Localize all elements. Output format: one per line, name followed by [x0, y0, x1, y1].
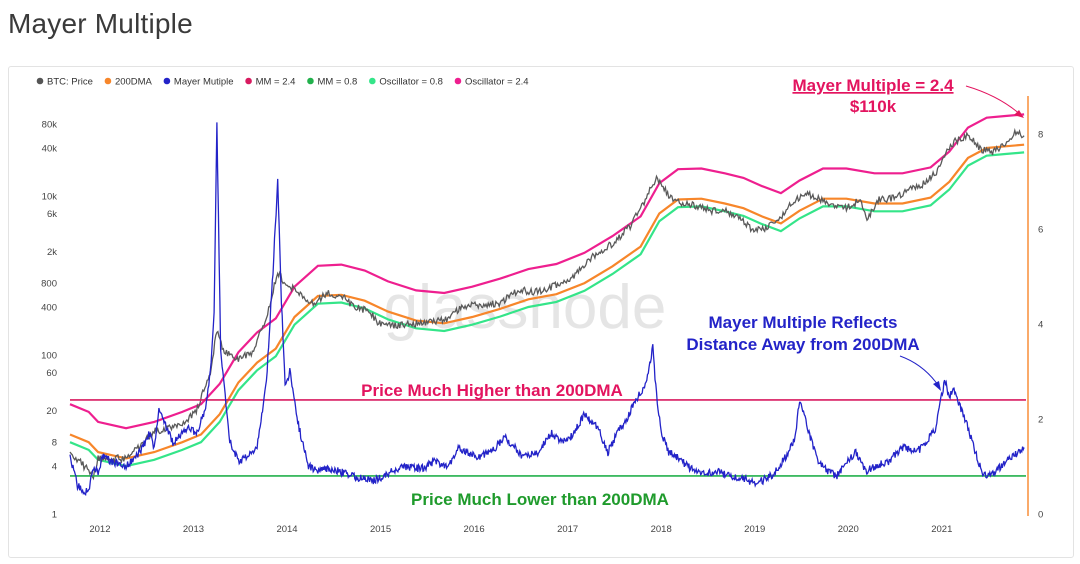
- y-left-tick-label: 4: [52, 462, 57, 473]
- x-tick-label: 2014: [276, 524, 297, 535]
- annotation-mm24-price: $110k: [850, 97, 897, 116]
- x-tick-label: 2019: [744, 524, 765, 535]
- dma200-line: [69, 143, 1025, 460]
- mayer-multiple-line: [69, 122, 1025, 496]
- y-left-tick-label: 2k: [47, 247, 57, 258]
- y-left-tick-label: 8: [52, 438, 57, 449]
- annotation-mm24-title: Mayer Multiple = 2.4: [792, 76, 954, 95]
- x-tick-label: 2013: [183, 524, 204, 535]
- btc-price-line: [69, 127, 1025, 481]
- legend-label-btc-price: BTC: Price: [47, 76, 93, 87]
- y-left-tick-label: 1: [52, 510, 57, 521]
- y-left-tick-label: 6k: [47, 209, 57, 220]
- annotation-price-higher: Price Much Higher than 200DMA: [361, 381, 623, 400]
- y-left-tick-label: 800: [41, 279, 57, 290]
- annotation-reflects-arrowhead: [933, 381, 941, 391]
- y-left-tick-label: 10k: [42, 191, 58, 202]
- annotation-mm24-arrow: [965, 85, 1023, 117]
- legend-label-mayer-mutiple: Mayer Mutiple: [174, 76, 234, 87]
- annotation-reflects-line2: Distance Away from 200DMA: [686, 335, 919, 354]
- legend-label-oscillator-0-8: Oscillator = 0.8: [379, 76, 443, 87]
- annotation-reflects-arrow: [899, 355, 941, 389]
- y-right-tick-label: 0: [1038, 510, 1043, 521]
- x-tick-label: 2018: [651, 524, 672, 535]
- x-tick-label: 2012: [89, 524, 110, 535]
- annotation-price-lower: Price Much Lower than 200DMA: [411, 490, 669, 509]
- legend-label-200dma: 200DMA: [115, 76, 153, 87]
- x-tick-label: 2020: [838, 524, 859, 535]
- legend-swatch-btc-price: [36, 77, 44, 85]
- y-left-tick-label: 60: [46, 368, 57, 379]
- y-right-tick-label: 8: [1038, 129, 1043, 140]
- legend-swatch-mm-0-8: [307, 77, 314, 85]
- y-left-tick-label: 80k: [42, 120, 58, 131]
- x-tick-label: 2017: [557, 524, 578, 535]
- legend-swatch-oscillator-0-8: [369, 77, 376, 85]
- legend-swatch-200dma: [104, 77, 112, 85]
- legend-swatch-mayer-mutiple: [163, 77, 171, 85]
- legend-swatch-mm-2-4: [245, 77, 252, 85]
- y-right-tick-label: 6: [1038, 224, 1043, 235]
- legend-swatch-oscillator-2-4: [454, 77, 462, 85]
- legend-label-mm-2-4: MM = 2.4: [256, 76, 296, 87]
- y-left-tick-label: 100: [41, 350, 57, 361]
- legend-label-mm-0-8: MM = 0.8: [317, 76, 357, 87]
- y-right-tick-label: 2: [1038, 414, 1043, 425]
- y-left-tick-label: 20: [46, 406, 57, 417]
- annotation-reflects-line1: Mayer Multiple Reflects: [709, 313, 898, 332]
- chart-legend: BTC: Price 200DMA Mayer Mutiple MM = 2.4 MM …: [36, 76, 529, 87]
- annotation-mm24-arrowhead: [1014, 110, 1024, 118]
- oscillator-2-4-line: [69, 113, 1025, 430]
- page-title: Mayer Multiple: [8, 8, 193, 39]
- oscillator-0-8-line: [69, 151, 1025, 468]
- x-tick-label: 2016: [464, 524, 485, 535]
- y-left-tick-label: 40k: [42, 143, 58, 154]
- y-right-tick-label: 4: [1038, 319, 1043, 330]
- legend-label-oscillator-2-4: Oscillator = 2.4: [465, 76, 529, 87]
- x-tick-label: 2021: [931, 524, 952, 535]
- x-tick-label: 2015: [370, 524, 391, 535]
- y-left-tick-label: 400: [41, 303, 57, 314]
